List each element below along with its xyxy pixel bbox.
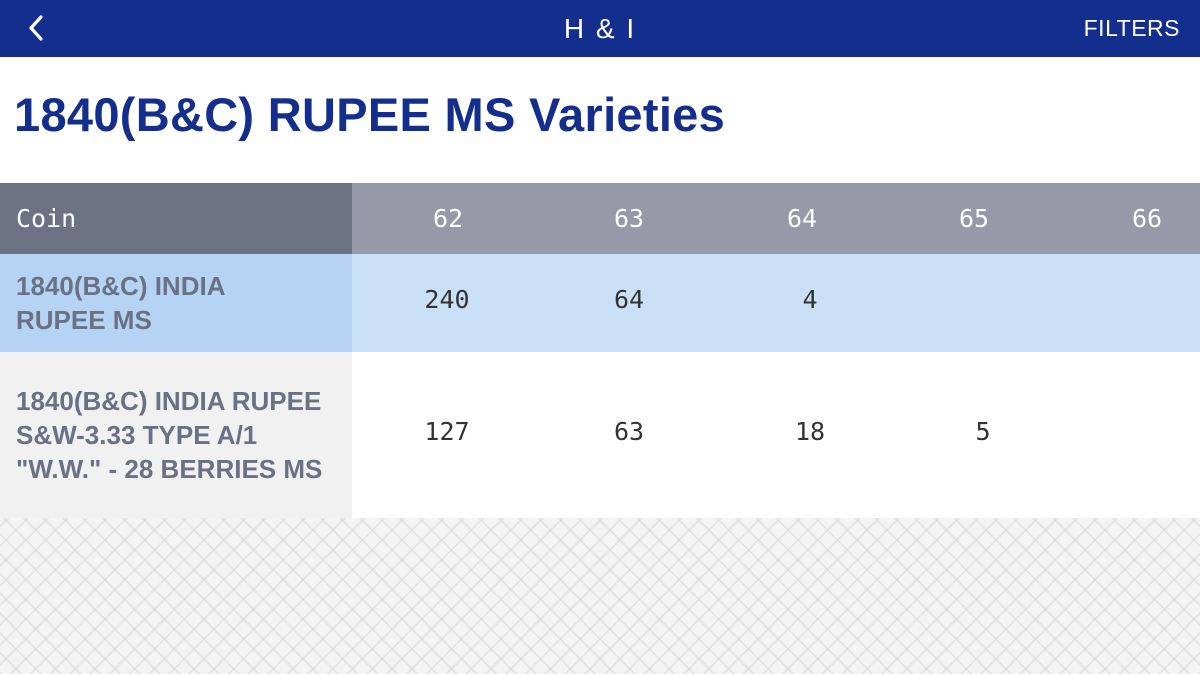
- column-header-coin[interactable]: Coin: [0, 183, 352, 254]
- top-navigation-bar: H & I FILTERS: [0, 0, 1200, 57]
- grade-62-count: 240: [424, 285, 470, 314]
- coin-name: 1840(B&C) INDIA RUPEE MS: [16, 271, 225, 335]
- grade-64-count: 4: [802, 285, 818, 314]
- filters-button[interactable]: FILTERS: [1083, 15, 1180, 41]
- column-header-grade-66[interactable]: 66: [1131, 204, 1163, 233]
- nav-title: H & I: [563, 13, 637, 44]
- grade-63-count: 63: [613, 417, 645, 446]
- back-button[interactable]: [18, 10, 54, 46]
- table-row[interactable]: 1840(B&C) INDIA RUPEE MS 240 64 4: [0, 254, 1200, 352]
- population-table: Coin 62 63 64 65 66 1840(B&C) INDIA RUPE…: [0, 183, 1200, 518]
- grade-65-count: 5: [975, 417, 991, 446]
- table-header-row: Coin 62 63 64 65 66: [0, 183, 1200, 254]
- chevron-left-icon: [29, 15, 43, 41]
- column-header-grade-65[interactable]: 65: [958, 204, 990, 233]
- title-area: 1840(B&C) RUPEE MS Varieties: [0, 57, 1200, 183]
- grade-63-count: 64: [613, 285, 645, 314]
- column-header-grade-62[interactable]: 62: [432, 204, 464, 233]
- grade-64-count: 18: [794, 417, 826, 446]
- page-title: 1840(B&C) RUPEE MS Varieties: [14, 88, 726, 141]
- table-row[interactable]: 1840(B&C) INDIA RUPEE S&W-3.33 TYPE A/1 …: [0, 352, 1200, 518]
- coin-name-cell: 1840(B&C) INDIA RUPEE S&W-3.33 TYPE A/1 …: [0, 352, 352, 518]
- coin-name: 1840(B&C) INDIA RUPEE S&W-3.33 TYPE A/1 …: [16, 386, 323, 484]
- coin-name-cell: 1840(B&C) INDIA RUPEE MS: [0, 254, 352, 352]
- grade-62-count: 127: [424, 417, 470, 446]
- column-header-grade-63[interactable]: 63: [613, 204, 645, 233]
- column-header-grade-64[interactable]: 64: [786, 204, 818, 233]
